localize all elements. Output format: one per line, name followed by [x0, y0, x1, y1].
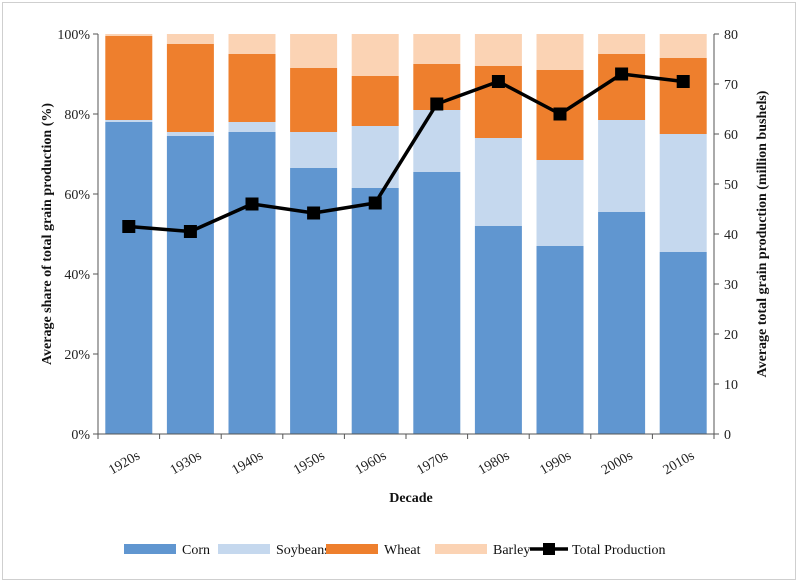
bar-soybeans-1990s	[536, 160, 584, 246]
bar-wheat-1950s	[290, 68, 338, 132]
total-production-point-1930s	[183, 225, 197, 238]
total-production-point-1940s	[245, 197, 259, 211]
bar-corn-2010s	[659, 252, 707, 434]
bar-corn-1930s	[166, 136, 214, 434]
x-tick-label: 2010s	[661, 448, 697, 478]
bar-wheat-1930s	[166, 44, 214, 132]
bar-soybeans-2010s	[659, 134, 707, 252]
bar-barley-2000s	[598, 34, 646, 54]
bar-soybeans-1920s	[105, 120, 153, 122]
total-production-line	[128, 72, 684, 234]
bar-barley-1960s	[351, 34, 399, 76]
bar-soybeans-1980s	[474, 138, 522, 226]
left-tick-label: 0%	[71, 428, 90, 443]
bar-barley-1940s	[228, 34, 276, 54]
x-tick-label: 1940s	[230, 448, 266, 478]
bar-barley-1930s	[166, 34, 214, 44]
right-tick-label: 70	[724, 78, 738, 93]
total-production-point-1970s	[430, 97, 444, 111]
x-tick-label: 1920s	[106, 448, 142, 478]
bar-wheat-2010s	[659, 58, 707, 134]
bar-corn-1970s	[413, 172, 461, 434]
bar-soybeans-1970s	[413, 110, 461, 172]
legend-label-total-production: Total Production	[572, 543, 666, 558]
x-axis-title: Decade	[389, 491, 433, 506]
bar-corn-1980s	[474, 226, 522, 434]
right-tick-label: 30	[724, 278, 738, 293]
bar-soybeans-1940s	[228, 122, 276, 132]
left-tick-label: 40%	[64, 268, 90, 283]
legend-marker-total-production	[543, 543, 555, 555]
legend-swatch-soybeans	[218, 544, 270, 554]
legend: Corn Soybeans Wheat Barley Total Production	[124, 543, 666, 558]
bar-barley-2010s	[659, 34, 707, 58]
right-tick-label: 20	[724, 328, 738, 343]
bar-corn-1940s	[228, 132, 276, 434]
x-tick-label: 1970s	[414, 448, 450, 478]
right-tick-label: 0	[724, 428, 731, 443]
bar-barley-1970s	[413, 34, 461, 64]
bar-soybeans-1950s	[290, 132, 338, 168]
left-y-axis-title: Average share of total grain production …	[40, 103, 55, 365]
total-production-point-1950s	[307, 206, 321, 220]
bar-wheat-1960s	[351, 76, 399, 126]
legend-swatch-wheat	[326, 544, 378, 554]
left-tick-label: 60%	[64, 188, 90, 203]
legend-label-soybeans: Soybeans	[276, 543, 330, 558]
right-tick-label: 10	[724, 378, 738, 393]
left-tick-label: 80%	[64, 108, 90, 123]
bar-barley-1950s	[290, 34, 338, 68]
total-production-point-1980s	[491, 75, 505, 88]
left-tick-label: 100%	[57, 28, 90, 43]
bar-corn-1990s	[536, 246, 584, 434]
legend-swatch-barley	[435, 544, 487, 554]
bar-soybeans-2000s	[598, 120, 646, 212]
total-production-line-layer	[122, 67, 690, 238]
bar-soybeans-1930s	[166, 132, 214, 136]
total-production-point-1990s	[553, 107, 567, 121]
total-production-point-2010s	[676, 75, 690, 88]
left-tick-label: 20%	[64, 348, 90, 363]
right-y-axis-title: Average total grain production (million …	[755, 90, 770, 377]
right-tick-label: 40	[724, 228, 738, 243]
legend-swatch-corn	[124, 544, 176, 554]
x-tick-label: 1960s	[353, 448, 389, 478]
bar-corn-1920s	[105, 122, 153, 434]
right-tick-label: 50	[724, 178, 738, 193]
axes-layer	[93, 33, 719, 439]
total-production-point-1920s	[122, 220, 136, 233]
legend-label-corn: Corn	[182, 543, 210, 558]
x-tick-label: 1990s	[538, 448, 574, 478]
total-production-point-1960s	[368, 196, 382, 210]
x-tick-label: 2000s	[599, 448, 635, 478]
total-production-point-2000s	[615, 67, 629, 81]
bar-wheat-2000s	[598, 54, 646, 120]
bar-corn-1960s	[351, 188, 399, 434]
x-tick-label: 1930s	[168, 448, 204, 478]
bar-corn-2000s	[598, 212, 646, 434]
x-tick-label: 1950s	[291, 448, 327, 478]
right-tick-label: 80	[724, 28, 738, 43]
bar-barley-1990s	[536, 34, 584, 70]
bar-wheat-1940s	[228, 54, 276, 122]
legend-label-wheat: Wheat	[384, 543, 421, 558]
legend-label-barley: Barley	[493, 543, 530, 558]
bar-wheat-1920s	[105, 36, 153, 120]
x-tick-label: 1980s	[476, 448, 512, 478]
bar-barley-1920s	[105, 34, 153, 36]
right-tick-label: 60	[724, 128, 738, 143]
bar-barley-1980s	[474, 34, 522, 66]
